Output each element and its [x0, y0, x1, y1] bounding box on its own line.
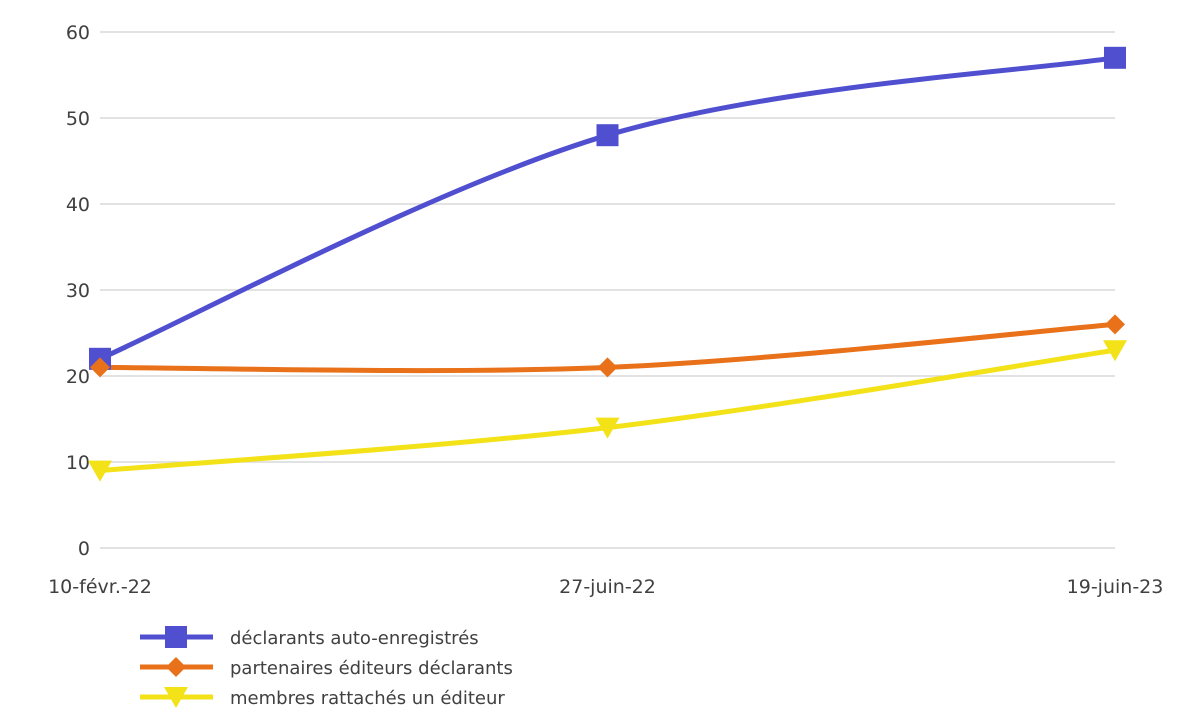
legend-item: membres rattachés un éditeur	[140, 687, 505, 709]
series-line-1	[97, 55, 1118, 362]
legend: déclarants auto-enregistrés partenaires é…	[140, 626, 513, 709]
y-tick-label: 60	[66, 22, 90, 44]
series-markers	[88, 46, 1127, 482]
legend-label: déclarants auto-enregistrés	[230, 628, 479, 649]
gridlines	[100, 31, 1115, 549]
y-tick-label: 0	[78, 538, 90, 560]
x-tick-label: 10-févr.-22	[48, 576, 152, 598]
y-tick-label: 40	[66, 194, 90, 216]
y-tick-label: 50	[66, 108, 90, 130]
data-point-marker	[595, 417, 620, 439]
y-tick-labels: 0 10 20 30 40 50 60	[66, 22, 90, 560]
y-tick-label: 20	[66, 366, 90, 388]
legend-marker	[164, 687, 188, 708]
legend-item: déclarants auto-enregistrés	[140, 626, 479, 649]
legend-marker	[166, 657, 186, 677]
data-point-marker	[90, 357, 110, 378]
y-tick-label: 10	[66, 452, 90, 474]
data-point-marker	[1105, 314, 1125, 335]
x-tick-label: 27-juin-22	[559, 576, 656, 598]
legend-label: membres rattachés un éditeur	[230, 688, 505, 709]
x-tick-labels: 10-févr.-22 27-juin-22 19-juin-23	[48, 576, 1163, 598]
legend-marker	[165, 626, 187, 648]
series-lines	[97, 55, 1118, 474]
legend-item: partenaires éditeurs déclarants	[140, 657, 513, 679]
legend-label: partenaires éditeurs déclarants	[230, 658, 513, 679]
data-point-marker	[1103, 340, 1127, 362]
y-tick-label: 30	[66, 280, 90, 302]
data-point-marker	[88, 460, 112, 482]
data-point-marker	[597, 357, 618, 378]
data-point-marker	[596, 124, 619, 147]
x-tick-label: 19-juin-23	[1067, 576, 1164, 598]
data-point-marker	[1104, 46, 1126, 69]
